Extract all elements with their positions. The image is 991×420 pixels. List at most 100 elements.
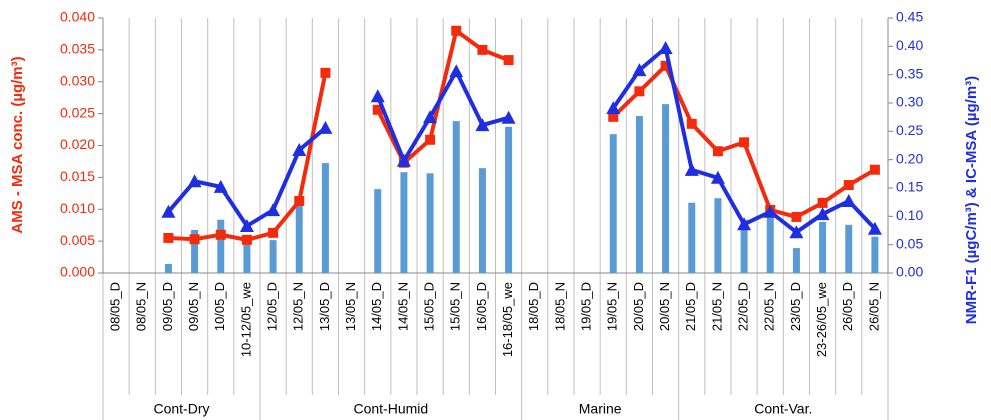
y-tick-label: 0.025 [60,104,95,120]
x-tick-label: 09/05_D [160,282,175,331]
x-tick-label: 08/05_N [134,282,149,331]
bar [243,244,251,273]
y2-tick-label: 0.00 [896,264,923,280]
bar [662,104,670,273]
bar [295,205,303,273]
marker [686,118,697,129]
bar [426,173,434,273]
x-tick-label: 18/05_N [552,282,567,331]
y2-tick-label: 0.15 [896,179,923,195]
marker [294,195,305,206]
bar [688,202,696,273]
x-tick-label: 13/05_N [343,282,358,331]
bar [321,163,329,273]
bar [452,121,460,273]
marker [867,221,882,235]
marker [606,101,621,115]
marker [658,41,673,55]
bar [792,248,800,273]
marker [396,153,411,167]
bar [609,134,617,273]
marker [763,204,778,218]
marker [370,89,385,103]
x-tick-label: 20/05_D [631,282,646,331]
bar [374,189,382,273]
y-tick-label: 0.000 [60,264,95,280]
marker [712,146,723,157]
x-tick-label: 15/05_D [422,282,437,331]
x-tick-label: 09/05_N [186,282,201,331]
bar [871,236,879,273]
x-tick-label: 22/05_D [736,282,751,331]
y-tick-label: 0.020 [60,136,95,152]
marker [684,162,699,176]
x-tick-label: 19/05_D [579,282,594,331]
marker [423,110,438,124]
y-axis-title: AMS - MSA conc. (µg/m³) [9,56,26,233]
bar [740,219,748,273]
x-tick-label: 12/05_N [291,282,306,331]
marker [869,164,880,175]
x-tick-label: 21/05_N [709,282,724,331]
x-tick-label: 23/05_D [788,282,803,331]
marker [241,234,252,245]
marker [789,225,804,239]
marker [372,104,383,115]
x-tick-label: 26/05_D [840,282,855,331]
bar [766,211,774,273]
x-tick-label: 21/05_D [683,282,698,331]
y2-tick-label: 0.30 [896,94,923,110]
y-tick-label: 0.030 [60,72,95,88]
x-tick-label: 14/05_D [369,282,384,331]
y-tick-label: 0.015 [60,168,95,184]
marker [449,64,464,78]
x-tick-label: 16/05_D [474,282,489,331]
marker [710,170,725,184]
bar [714,198,722,273]
x-tick-label: 14/05_N [395,282,410,331]
bar [400,172,408,273]
x-tick-label: 15/05_N [448,282,463,331]
marker [320,67,331,78]
marker [660,60,671,71]
x-tick-label: 22/05_N [762,282,777,331]
x-tick-label: 19/05_N [605,282,620,331]
bar [191,229,199,273]
marker [292,143,307,157]
marker [817,197,828,208]
marker [843,180,854,191]
marker [215,229,226,240]
group-label: Cont-Dry [153,401,209,417]
marker [189,234,200,245]
x-tick-label: 26/05_N [866,282,881,331]
bar [505,126,513,273]
y-tick-label: 0.010 [60,200,95,216]
x-tick-label: 13/05_D [317,282,332,331]
y2-tick-label: 0.35 [896,65,923,81]
y2-tick-label: 0.45 [896,9,923,25]
x-tick-label: 20/05_N [657,282,672,331]
marker [268,227,279,238]
y2-tick-label: 0.25 [896,122,923,138]
marker [608,111,619,122]
y2-tick-label: 0.05 [896,235,923,251]
marker [318,120,333,134]
marker [266,203,281,217]
bar [269,240,277,273]
x-tick-label: 18/05_D [526,282,541,331]
bar [164,263,172,273]
y2-tick-label: 0.40 [896,37,923,53]
bar [819,222,827,273]
marker [475,118,490,132]
marker [737,217,752,231]
group-label: Marine [579,401,622,417]
marker [239,218,254,232]
y-tick-label: 0.035 [60,41,95,57]
bar [845,224,853,273]
bar [478,168,486,273]
group-label: Cont-Humid [353,401,428,417]
x-tick-label: 12/05_D [265,282,280,331]
marker [632,63,647,77]
marker [791,211,802,222]
